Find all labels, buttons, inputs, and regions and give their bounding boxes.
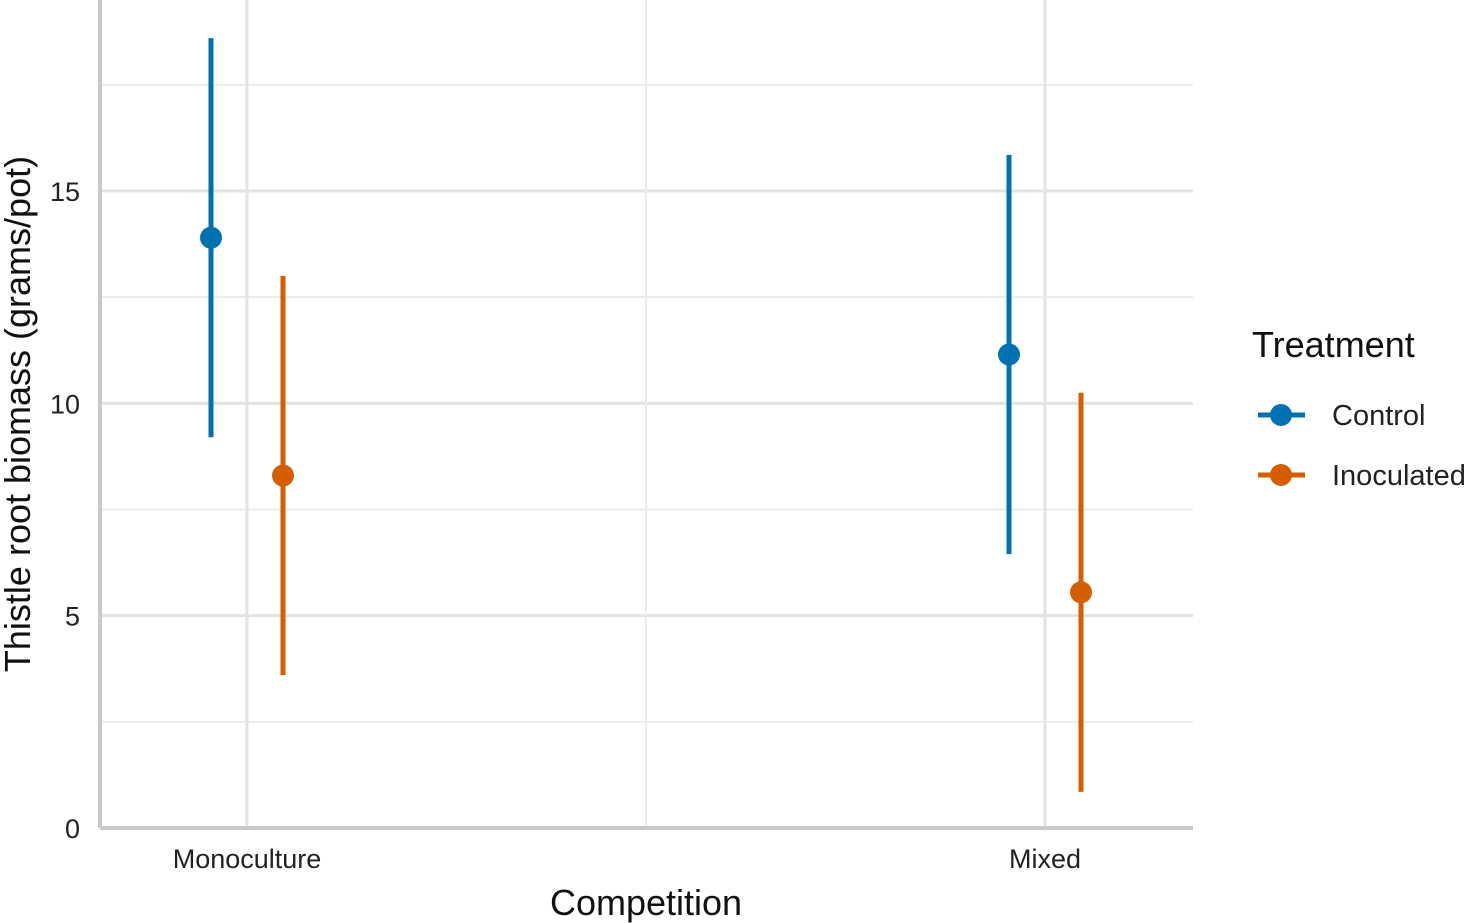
y-tick-label: 10 bbox=[50, 389, 80, 419]
point-inoculated bbox=[272, 464, 294, 487]
y-tick-label: 0 bbox=[65, 814, 80, 844]
point-control bbox=[200, 226, 222, 249]
y-axis-title: Thistle root biomass (grams/pot) bbox=[0, 156, 38, 672]
legend-label: Control bbox=[1332, 400, 1426, 432]
x-tick-label: Mixed bbox=[1009, 844, 1081, 874]
legend-key-point bbox=[1270, 464, 1292, 486]
x-axis-title: Competition bbox=[550, 882, 742, 923]
point-inoculated bbox=[1070, 581, 1092, 604]
y-tick-label: 5 bbox=[65, 602, 80, 632]
point-control bbox=[998, 343, 1020, 366]
grid-lines bbox=[100, 0, 1193, 828]
x-tick-label: Monoculture bbox=[173, 844, 322, 874]
legend: Treatment Control Inoculated bbox=[1252, 324, 1466, 492]
axis-labels: 0 5 10 15 Monoculture Mixed Competition Thistle… bbox=[0, 156, 1081, 923]
data-marks bbox=[200, 38, 1092, 792]
legend-title: Treatment bbox=[1252, 324, 1415, 365]
legend-key-point bbox=[1270, 404, 1292, 426]
y-tick-label: 15 bbox=[50, 177, 80, 207]
legend-label: Inoculated bbox=[1332, 460, 1466, 492]
axes bbox=[98, 0, 1193, 830]
